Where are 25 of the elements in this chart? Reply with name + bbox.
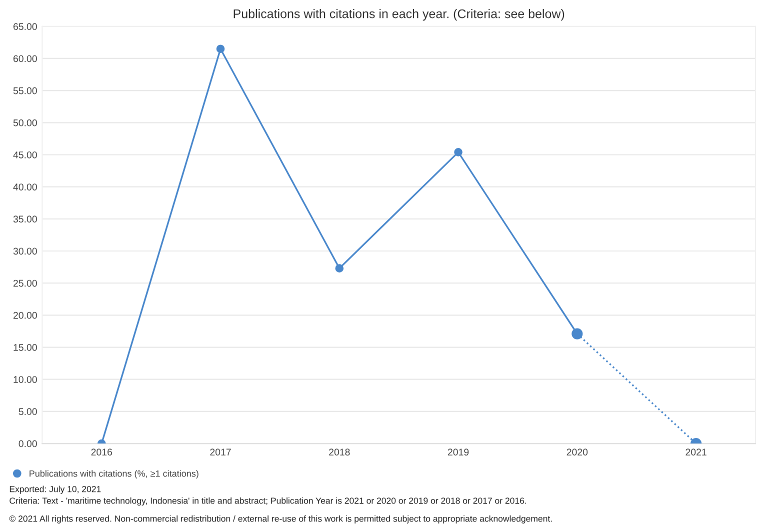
y-tick-label: 65.00 xyxy=(13,23,37,30)
y-tick-label: 15.00 xyxy=(14,344,37,351)
x-tick-label: 2020 xyxy=(566,448,588,456)
x-tick-label: 2021 xyxy=(686,448,706,456)
x-tick-label: 2017 xyxy=(210,448,231,456)
chart-title: Publications with citations in each year. (Criteria: see below) xyxy=(234,9,564,21)
y-tick-label: 10.00 xyxy=(14,376,37,383)
y-tick-label: 50.00 xyxy=(13,119,37,126)
y-tick-label: 45.00 xyxy=(13,151,37,158)
y-tick-label: 60.00 xyxy=(13,55,37,62)
y-tick-label: 35.00 xyxy=(13,216,37,223)
y-tick-label: 25.00 xyxy=(13,280,37,287)
y-tick-label: 20.00 xyxy=(13,312,37,319)
text: © 2021 All rights reserved. Non-commercial redistribution / external re-use of this work is permitted subject to appropriate acknowledgement. xyxy=(9,515,552,524)
y-tick-label: 40.00 xyxy=(13,184,37,190)
x-tick-label: 2016 xyxy=(91,448,112,456)
y-tick-label: 55.00 xyxy=(13,87,37,94)
text: Criteria: Text - 'maritime technology, Indonesia' in title and abstract; Publication Year is 2021 or 2020 or 2019 or 2018 or 2017 or 2016. xyxy=(10,497,526,506)
y-tick-label: 5.00 xyxy=(18,408,37,416)
legend-label: Publications with citations (%, ≥1 citations) xyxy=(30,470,198,479)
text: Exported: July 10, 2021 xyxy=(10,486,101,494)
x-tick-label: 2019 xyxy=(448,448,469,456)
y-tick-label: 30.00 xyxy=(13,248,37,255)
x-tick-label: 2018 xyxy=(329,448,350,456)
y-tick-label: 0.00 xyxy=(18,440,37,448)
